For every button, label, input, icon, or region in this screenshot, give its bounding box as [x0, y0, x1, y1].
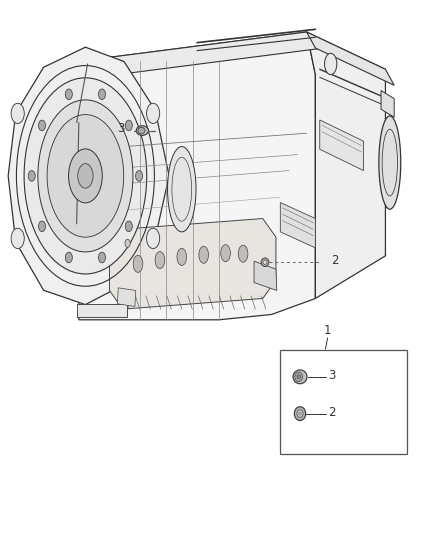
Text: 2: 2: [328, 406, 336, 418]
Ellipse shape: [136, 171, 142, 181]
Ellipse shape: [125, 221, 132, 232]
Ellipse shape: [325, 53, 337, 75]
Ellipse shape: [24, 78, 147, 274]
Ellipse shape: [125, 239, 130, 247]
Ellipse shape: [11, 103, 24, 124]
Ellipse shape: [177, 248, 187, 265]
Ellipse shape: [238, 245, 248, 262]
Ellipse shape: [261, 258, 269, 266]
Ellipse shape: [379, 116, 401, 209]
Ellipse shape: [39, 221, 46, 232]
Text: 2: 2: [331, 254, 338, 266]
Ellipse shape: [199, 246, 208, 263]
Ellipse shape: [68, 149, 102, 203]
Ellipse shape: [65, 252, 72, 263]
Ellipse shape: [99, 89, 106, 100]
Ellipse shape: [39, 120, 46, 131]
Text: 3: 3: [117, 123, 125, 135]
Ellipse shape: [155, 252, 165, 269]
Polygon shape: [79, 32, 315, 320]
Ellipse shape: [263, 260, 267, 264]
Ellipse shape: [11, 228, 24, 248]
Polygon shape: [307, 32, 385, 298]
Ellipse shape: [147, 228, 160, 248]
Ellipse shape: [297, 410, 303, 417]
Ellipse shape: [138, 127, 145, 134]
Polygon shape: [280, 203, 315, 248]
Ellipse shape: [299, 412, 301, 415]
Ellipse shape: [65, 89, 72, 100]
Polygon shape: [307, 32, 394, 85]
Ellipse shape: [295, 372, 303, 382]
Ellipse shape: [28, 171, 35, 181]
Ellipse shape: [221, 245, 230, 262]
Polygon shape: [77, 304, 127, 317]
Ellipse shape: [294, 407, 306, 421]
Ellipse shape: [133, 255, 143, 272]
Ellipse shape: [47, 115, 124, 237]
Ellipse shape: [125, 120, 132, 131]
Polygon shape: [117, 288, 136, 306]
Ellipse shape: [78, 164, 93, 188]
Polygon shape: [254, 261, 277, 290]
Polygon shape: [79, 32, 324, 77]
Ellipse shape: [293, 370, 307, 384]
Ellipse shape: [147, 103, 160, 124]
Text: 3: 3: [328, 369, 336, 382]
Ellipse shape: [167, 147, 196, 232]
Polygon shape: [381, 91, 394, 117]
Ellipse shape: [38, 100, 133, 252]
Polygon shape: [8, 47, 169, 305]
Bar: [280, 350, 407, 454]
Polygon shape: [320, 120, 364, 171]
Polygon shape: [110, 219, 276, 309]
Ellipse shape: [297, 375, 300, 379]
Ellipse shape: [136, 126, 148, 135]
Ellipse shape: [99, 252, 106, 263]
Text: 1: 1: [324, 324, 332, 337]
